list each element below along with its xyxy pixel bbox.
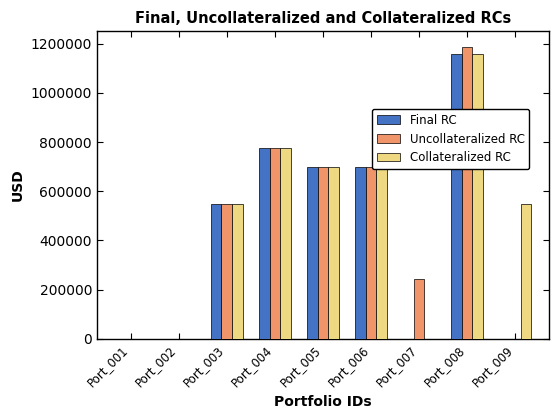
Title: Final, Uncollateralized and Collateralized RCs: Final, Uncollateralized and Collateraliz… bbox=[135, 11, 511, 26]
X-axis label: Portfolio IDs: Portfolio IDs bbox=[274, 395, 372, 409]
Bar bbox=[376, 167, 387, 339]
Bar bbox=[232, 204, 242, 339]
Y-axis label: USD: USD bbox=[11, 169, 25, 202]
Bar bbox=[328, 167, 339, 339]
Bar bbox=[318, 167, 328, 339]
Bar bbox=[269, 148, 280, 339]
Bar bbox=[211, 204, 221, 339]
Bar bbox=[462, 47, 473, 339]
Bar bbox=[520, 204, 531, 339]
Bar bbox=[366, 167, 376, 339]
Bar bbox=[473, 54, 483, 339]
Bar bbox=[221, 204, 232, 339]
Bar bbox=[451, 54, 462, 339]
Bar bbox=[414, 278, 424, 339]
Bar bbox=[280, 148, 291, 339]
Bar bbox=[259, 148, 269, 339]
Bar bbox=[307, 167, 318, 339]
Bar bbox=[355, 167, 366, 339]
Legend: Final RC, Uncollateralized RC, Collateralized RC: Final RC, Uncollateralized RC, Collatera… bbox=[372, 109, 529, 169]
